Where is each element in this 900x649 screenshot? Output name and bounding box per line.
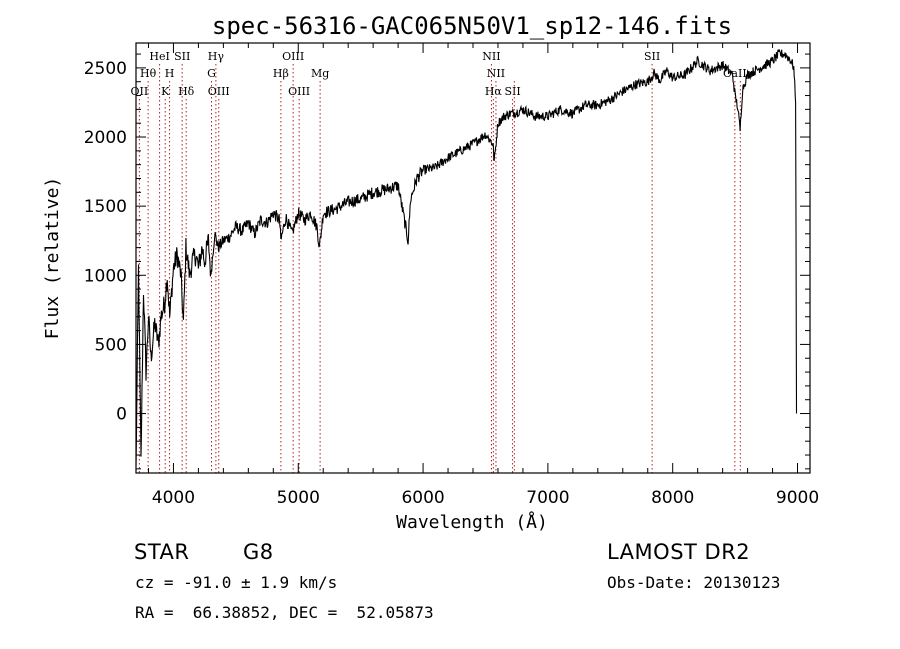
y-tick-label: 0: [116, 405, 127, 425]
obs-date-text: Obs-Date: 20130123: [607, 573, 781, 592]
annotation-label: SII: [644, 50, 660, 63]
annotation-label: OIII: [288, 85, 310, 98]
y-axis-label: Flux (relative): [42, 177, 63, 340]
annotation-label: H: [165, 67, 175, 80]
y-tick-label: 500: [95, 335, 127, 355]
chart-title: spec-56316-GAC065N50V1_sp12-146.fits: [212, 12, 732, 40]
annotation-label: SII: [174, 50, 190, 63]
x-tick-label: 8000: [651, 488, 694, 508]
coordinates-text: RA = 66.38852, DEC = 52.05873: [135, 603, 434, 622]
annotation-label: OII: [131, 85, 149, 98]
annotation-label: Hα: [485, 85, 503, 98]
annotation-label: K: [161, 85, 170, 98]
annotation-label: Hγ: [208, 50, 225, 63]
x-tick-labels: 4000 5000 6000 7000 8000 9000: [152, 488, 819, 508]
x-axis-label: Wavelength (Å): [396, 511, 548, 533]
annotation-label: CaII: [723, 67, 747, 80]
x-tick-label: 7000: [526, 488, 569, 508]
x-tick-label: 4000: [152, 488, 195, 508]
y-tick-label: 2500: [84, 59, 127, 79]
annotation-label: Mg: [311, 67, 329, 80]
annotation-label: HeI: [149, 50, 169, 63]
x-tick-label: 9000: [776, 488, 819, 508]
x-tick-label: 5000: [277, 488, 320, 508]
survey-label: LAMOST DR2: [607, 540, 751, 564]
annotation-label: Hβ: [273, 67, 289, 80]
y-tick-label: 2000: [84, 128, 127, 148]
y-tick-label: 1500: [84, 197, 127, 217]
line-annotations: OIIHθHeIKHSIIHδHγGOIIIHβOIIIOIIIMgNIINII…: [131, 50, 747, 473]
class-label: STAR: [134, 540, 190, 564]
annotation-label: NII: [482, 50, 500, 63]
annotation-label: OIII: [208, 85, 230, 98]
y-tick-label: 1000: [84, 266, 127, 286]
annotation-label: SII: [504, 85, 520, 98]
annotation-label: OIII: [282, 50, 304, 63]
x-tick-label: 6000: [401, 488, 444, 508]
annotation-label: Hθ: [140, 67, 157, 80]
subclass-label: G8: [243, 540, 274, 564]
plot-frame: [135, 42, 811, 474]
axis-ticks: [136, 43, 810, 473]
y-tick-labels: 0 500 1000 1500 2000 2500: [84, 59, 127, 425]
spectrum-line: [135, 49, 798, 466]
redshift-text: cz = -91.0 ± 1.9 km/s: [135, 573, 338, 592]
annotation-label: Hδ: [178, 85, 195, 98]
annotation-label: NII: [487, 67, 505, 80]
annotation-label: G: [207, 67, 216, 80]
